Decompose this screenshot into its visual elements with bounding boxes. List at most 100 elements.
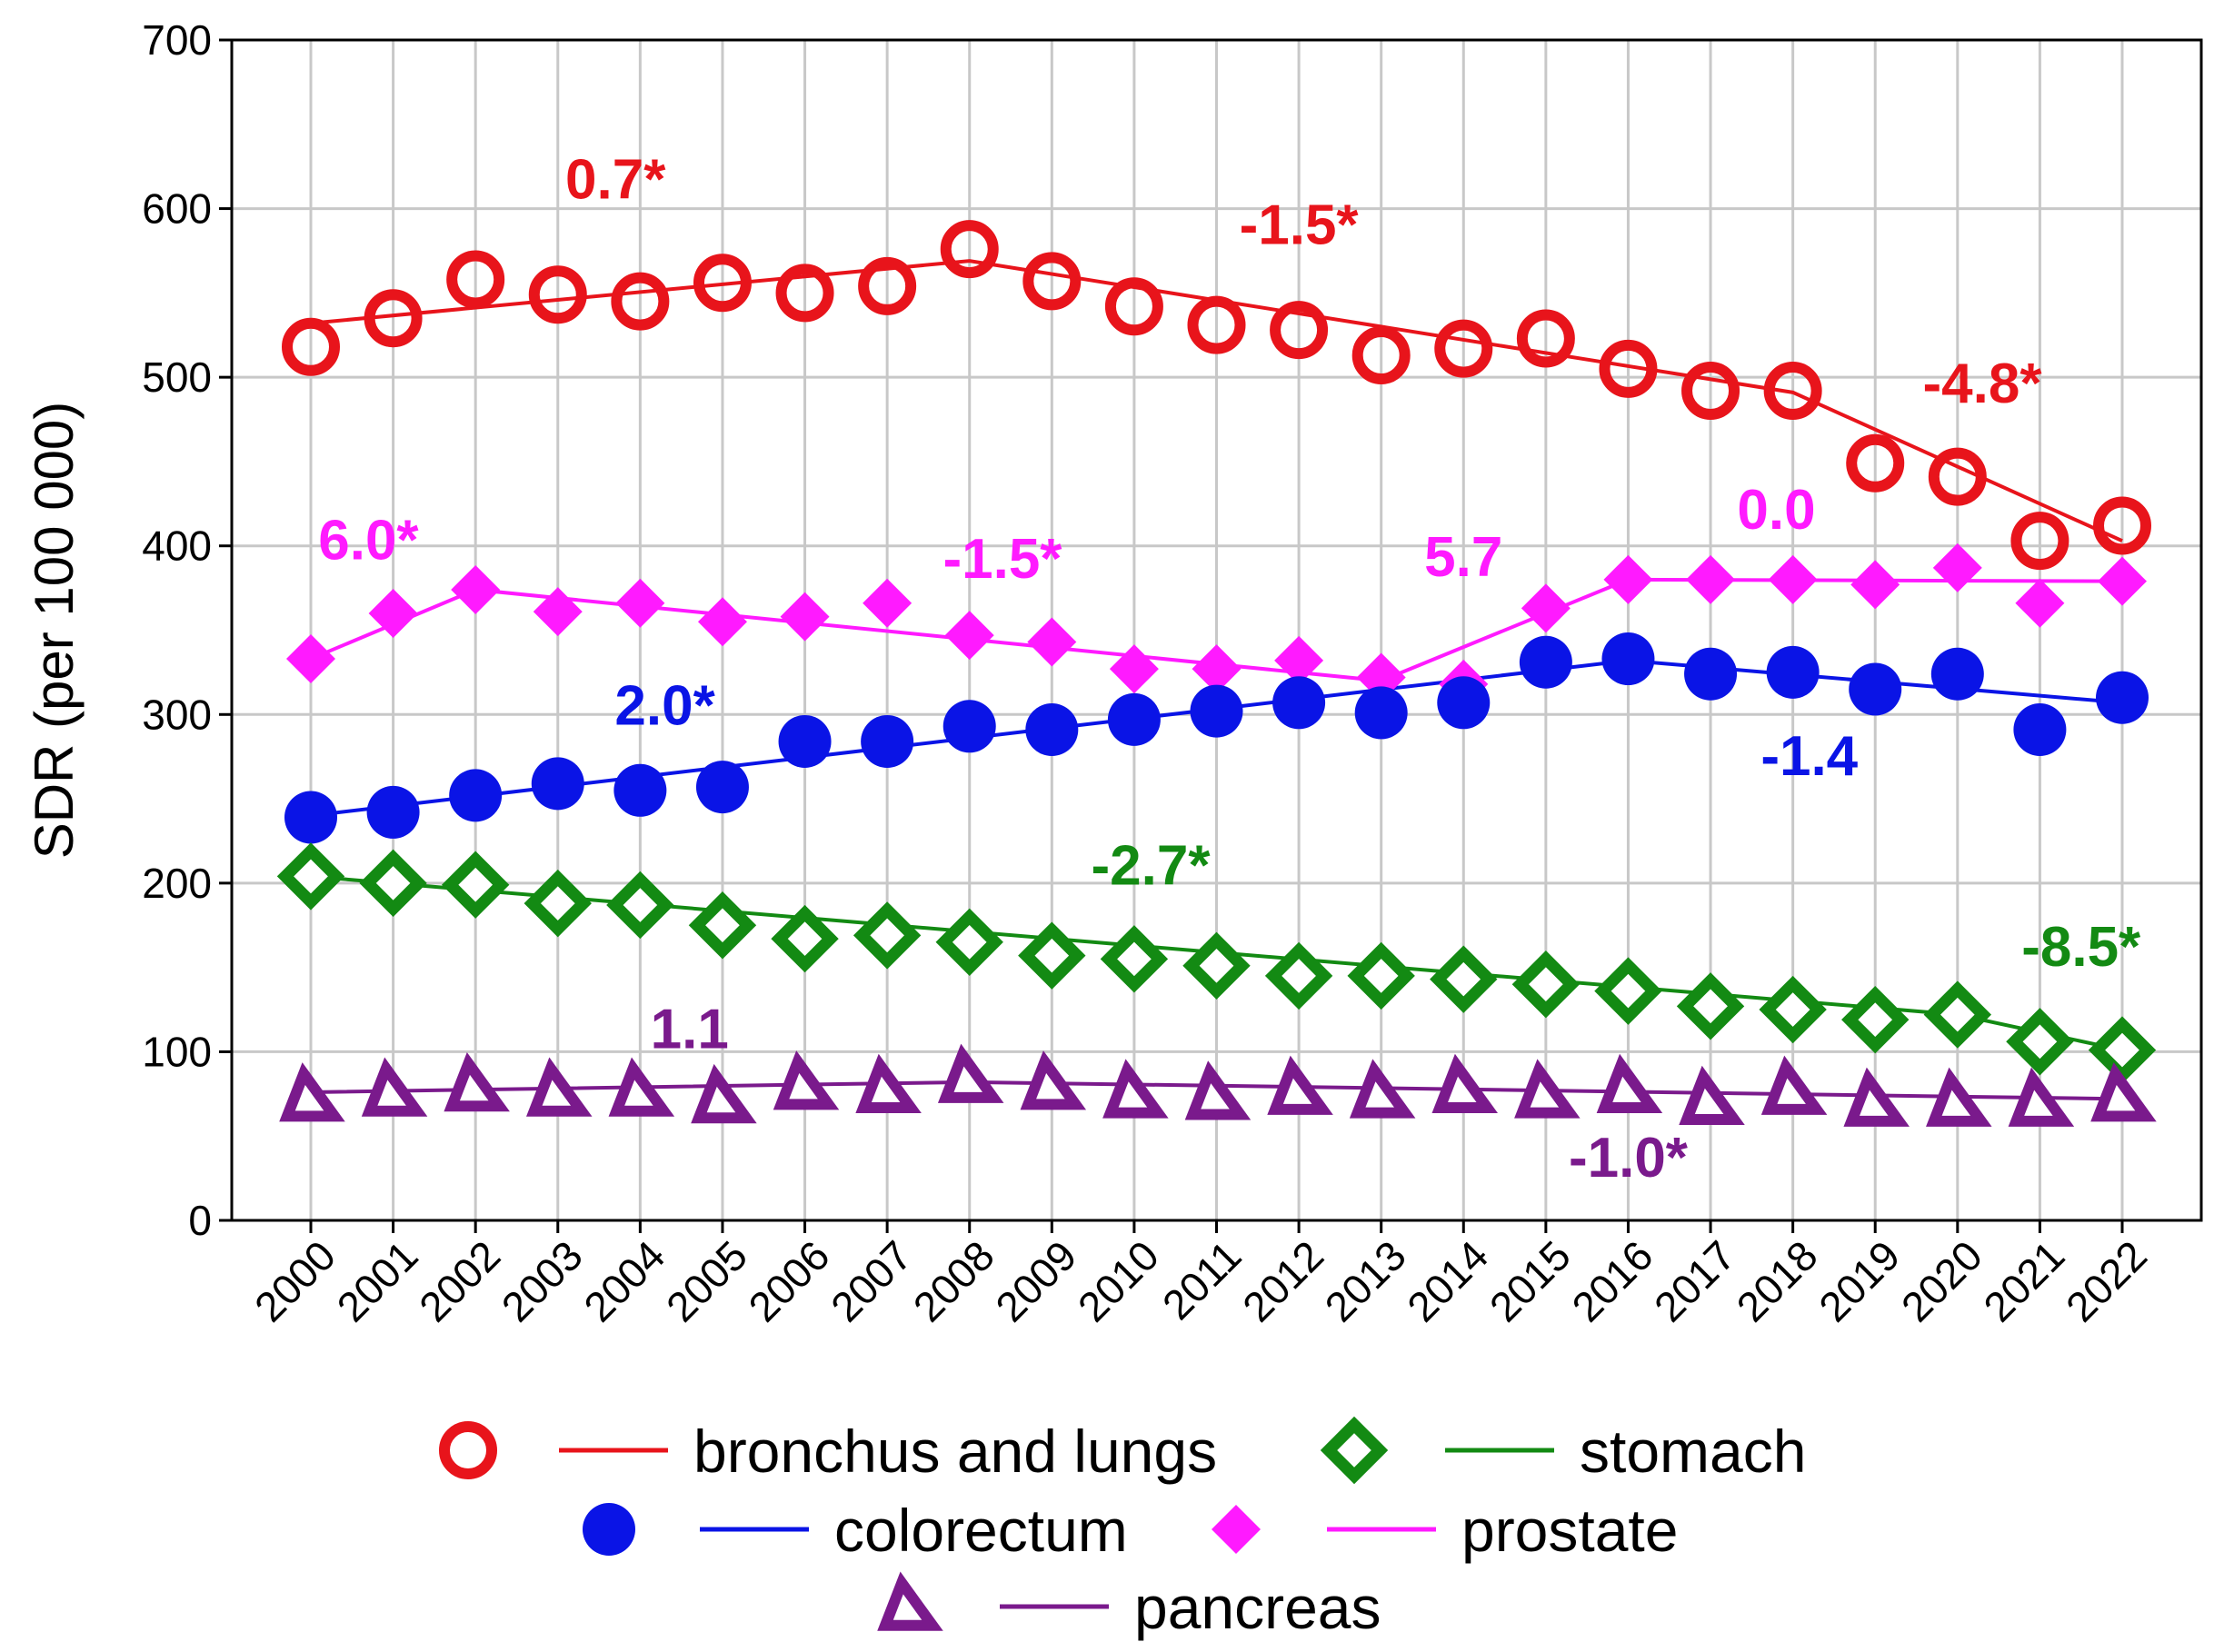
- point-bronchus-and-lungs: [775, 264, 834, 323]
- point-pancreas: [608, 1057, 675, 1117]
- point-colorectum: [1354, 686, 1408, 740]
- point-bronchus-and-lungs: [1270, 301, 1329, 360]
- x-tick-label: 2004: [574, 1231, 673, 1330]
- annotation-label: -1.0*: [1569, 1127, 1689, 1189]
- x-tick-label: 2003: [493, 1231, 592, 1330]
- annotation-label: -1.5*: [1240, 194, 1360, 257]
- point-bronchus-and-lungs: [1763, 361, 1822, 420]
- annotation-label: -4.8*: [1923, 353, 2043, 415]
- point-prostate: [1521, 583, 1571, 633]
- x-tick-label: 2008: [904, 1231, 1003, 1330]
- point-bronchus-and-lungs: [2093, 496, 2151, 555]
- point-bronchus-and-lungs: [1351, 326, 1411, 385]
- point-colorectum: [613, 763, 667, 817]
- point-bronchus-and-lungs: [1928, 447, 1987, 506]
- series-colorectum: [284, 632, 2149, 844]
- point-pancreas: [2008, 1067, 2075, 1127]
- point-pancreas: [444, 1051, 510, 1112]
- point-prostate: [1027, 617, 1077, 667]
- point-colorectum: [2096, 671, 2149, 724]
- point-bronchus-and-lungs: [282, 317, 340, 376]
- point-prostate: [1932, 542, 1982, 592]
- point-prostate: [1850, 560, 1900, 610]
- point-bronchus-and-lungs: [940, 220, 999, 279]
- point-bronchus-and-lungs: [364, 289, 423, 348]
- point-colorectum: [1601, 632, 1655, 686]
- plot-frame: [230, 38, 2203, 1222]
- annotations: 0.7* -1.5* -4.8* 6.0* -1.5* 5.7 0.0 2.0* -1.4 -2.…: [318, 148, 2141, 1189]
- point-bronchus-and-lungs: [611, 272, 670, 331]
- annotation-label: -1.4: [1760, 725, 1858, 788]
- point-prostate: [1603, 554, 1653, 604]
- point-pancreas: [1020, 1050, 1087, 1110]
- point-bronchus-and-lungs: [693, 254, 752, 313]
- legend-label-pancreas: pancreas: [1134, 1574, 1381, 1641]
- point-stomach: [1923, 980, 1992, 1049]
- point-stomach: [606, 871, 674, 940]
- legend: bronchus and lungs stomach colorectum prost…: [439, 1416, 1806, 1641]
- point-prostate: [1274, 635, 1324, 685]
- legend-item-prostate: prostate: [1212, 1497, 1678, 1564]
- x-tick-label: 2018: [1728, 1231, 1827, 1330]
- point-stomach: [688, 891, 757, 960]
- point-stomach: [1018, 921, 1086, 990]
- x-tick-label: 2022: [2057, 1231, 2156, 1330]
- point-prostate: [863, 578, 913, 628]
- point-colorectum: [1849, 662, 1902, 716]
- point-colorectum: [1930, 647, 1984, 701]
- x-axis: 2000200120022003200420052006200720082009…: [245, 1220, 2156, 1330]
- annotation-label: 5.7: [1424, 526, 1502, 589]
- y-tick-label: 500: [142, 353, 212, 401]
- point-colorectum: [531, 757, 584, 811]
- x-tick-label: 2012: [1233, 1231, 1332, 1330]
- annotation-label: -2.7*: [1092, 835, 1212, 898]
- annotation-label: 6.0*: [318, 510, 419, 572]
- x-tick-label: 2019: [1810, 1231, 1909, 1330]
- point-colorectum: [1766, 645, 1820, 699]
- y-tick-label: 400: [142, 522, 212, 570]
- point-stomach: [1264, 941, 1333, 1010]
- x-tick-label: 2001: [328, 1231, 427, 1330]
- point-stomach: [524, 869, 592, 938]
- point-prostate: [1686, 554, 1736, 604]
- x-tick-label: 2007: [822, 1231, 921, 1330]
- x-tick-label: 2006: [739, 1231, 838, 1330]
- x-tick-label: 2002: [410, 1231, 509, 1330]
- point-stomach: [1430, 945, 1498, 1013]
- point-pancreas: [1843, 1067, 1910, 1127]
- point-prostate: [1192, 644, 1242, 694]
- x-tick-label: 2013: [1316, 1231, 1415, 1330]
- point-prostate: [944, 611, 994, 661]
- point-prostate: [286, 634, 335, 684]
- point-pancreas: [1102, 1059, 1169, 1119]
- point-stomach: [1100, 925, 1169, 993]
- point-bronchus-and-lungs: [1434, 319, 1493, 378]
- x-tick-label: 2015: [1481, 1231, 1580, 1330]
- point-prostate: [615, 578, 665, 628]
- point-prostate: [697, 597, 747, 647]
- point-prostate: [780, 592, 830, 642]
- point-prostate: [1109, 644, 1159, 694]
- point-colorectum: [1025, 702, 1079, 756]
- annotation-label: 0.0: [1737, 479, 1815, 542]
- x-tick-label: 2017: [1645, 1231, 1744, 1330]
- point-bronchus-and-lungs: [1681, 361, 1740, 420]
- point-colorectum: [366, 785, 420, 839]
- legend-label-stomach: stomach: [1580, 1418, 1806, 1485]
- point-pancreas: [279, 1062, 345, 1122]
- series-prostate: [286, 542, 2147, 709]
- point-stomach: [441, 851, 510, 919]
- point-bronchus-and-lungs: [446, 250, 505, 309]
- series-pancreas: [279, 1043, 2157, 1127]
- point-colorectum: [1272, 676, 1326, 730]
- point-bronchus-and-lungs: [858, 256, 917, 315]
- point-prostate: [2098, 556, 2147, 606]
- point-colorectum: [2013, 702, 2067, 756]
- point-stomach: [1594, 957, 1662, 1025]
- point-stomach: [935, 908, 1003, 976]
- x-tick-label: 2010: [1069, 1231, 1168, 1330]
- point-pancreas: [691, 1063, 757, 1124]
- point-colorectum: [1684, 647, 1738, 701]
- point-prostate: [451, 564, 501, 614]
